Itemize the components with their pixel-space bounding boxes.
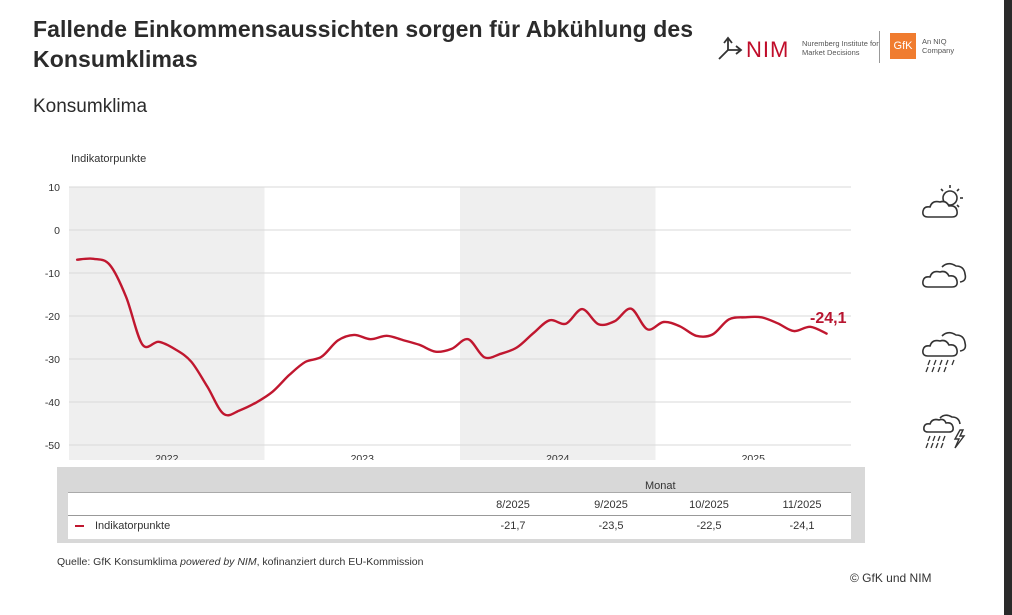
nim-logo-text: NIM <box>746 37 790 62</box>
x-tick-label: 2022 <box>155 453 179 460</box>
stormy-icon <box>923 414 966 449</box>
y-tick-label: -50 <box>45 440 60 452</box>
cloudy-icon <box>922 262 967 288</box>
sunny-cloudy-icon <box>922 185 963 218</box>
page-edge <box>1004 0 1012 615</box>
y-tick-label: -10 <box>45 268 60 280</box>
gfk-logo: GfK <box>890 33 916 59</box>
x-tick-label: 2025 <box>742 453 766 460</box>
gfk-logo-subtitle: An NIQ Company <box>922 37 955 55</box>
table-cell: -24,1 <box>789 520 815 532</box>
table-group-header: Monat <box>645 480 676 492</box>
table-row-label: Indikatorpunkte <box>95 520 171 532</box>
line-chart: 10 0 -10 -20 -30 -40 -50 Indikatorpunkte 2022 2… <box>45 153 851 460</box>
nim-logo-subtitle: Nuremberg Institute for Market Decisions <box>802 39 879 57</box>
y-tick-label: -30 <box>45 354 60 366</box>
last-value-label: -24,1 <box>810 310 847 327</box>
table-column-header: 11/2025 <box>782 499 822 511</box>
table-cell: -21,7 <box>500 520 526 532</box>
x-tick-label: 2024 <box>546 453 570 460</box>
y-tick-label: -20 <box>45 311 60 323</box>
chart-subtitle: Konsumklima <box>33 96 148 117</box>
table-column-header: 10/2025 <box>689 499 729 511</box>
nim-logo-icon <box>718 36 743 60</box>
y-tick-label: 0 <box>54 225 60 237</box>
year-band-2022 <box>69 187 265 460</box>
y-tick-label: -40 <box>45 397 60 409</box>
legend-swatch <box>75 525 84 527</box>
table-divider <box>68 515 851 516</box>
table-cell: -23,5 <box>598 520 624 532</box>
logo-divider <box>879 31 880 63</box>
year-band-2024 <box>460 187 656 460</box>
copyright-note: © GfK und NIM <box>850 571 932 585</box>
y-axis-label: Indikatorpunkte <box>71 153 146 165</box>
page-title: Fallende Einkommensaussichten sorgen für… <box>33 16 694 72</box>
table-column-header: 9/2025 <box>594 499 628 511</box>
x-tick-label: 2023 <box>351 453 375 460</box>
source-note: Quelle: GfK Konsumklima powered by NIM, … <box>57 556 424 568</box>
y-tick-label: 10 <box>48 182 60 194</box>
rainy-icon <box>922 331 967 373</box>
series-line-indikatorpunkte <box>75 257 828 417</box>
table-cell: -22,5 <box>696 520 722 532</box>
table-column-header: 8/2025 <box>496 499 530 511</box>
